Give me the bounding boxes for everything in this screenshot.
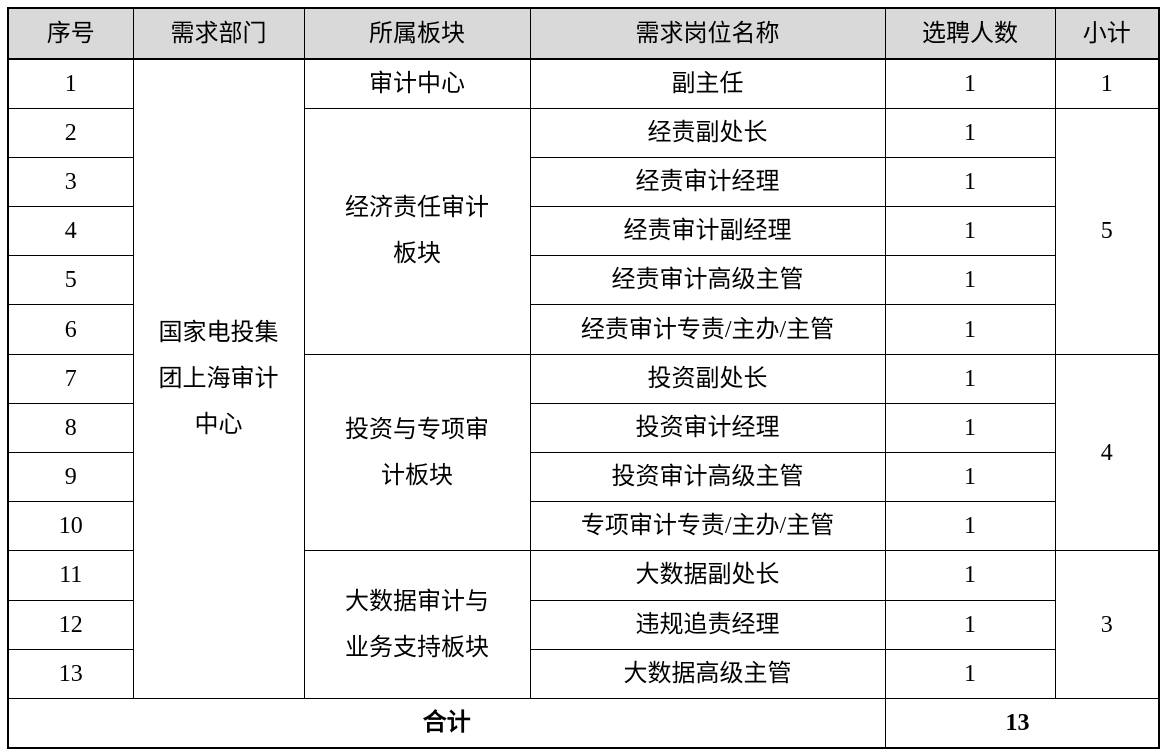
text-line: 大数据审计与	[345, 588, 489, 615]
section-cell: 审计中心	[303, 58, 531, 109]
table-row: 10 专项审计专责/主办/主管 1	[7, 501, 1159, 552]
department-cell: 国家电投集团上海审计中心	[132, 58, 305, 699]
text-line: 投资与专项审	[345, 416, 489, 443]
count-cell: 1	[884, 501, 1056, 552]
row-number: 7	[7, 353, 134, 404]
position-cell: 大数据副处长	[529, 550, 886, 601]
row-number: 5	[7, 255, 134, 306]
position-cell: 经责副处长	[529, 107, 886, 158]
count-cell: 1	[884, 304, 1056, 355]
table-row: 4 经责审计副经理 1	[7, 206, 1159, 257]
section-cell: 投资与专项审 计板块	[303, 353, 531, 552]
text-line: 计板块	[381, 462, 453, 489]
count-cell: 1	[884, 255, 1056, 306]
text-line: 国家电投集	[158, 319, 279, 346]
row-number: 10	[7, 501, 134, 552]
header-section: 所属板块	[303, 7, 531, 60]
header-subtotal: 小计	[1054, 7, 1160, 60]
text-line: 业务支持板块	[345, 634, 489, 661]
count-cell: 1	[884, 402, 1056, 454]
count-cell: 1	[884, 58, 1056, 109]
table-row: 5 经责审计高级主管 1	[7, 255, 1159, 306]
position-cell: 经责审计经理	[529, 156, 886, 208]
header-no: 序号	[7, 7, 134, 60]
total-label: 合计	[7, 697, 886, 749]
subtotal-cell: 1	[1054, 58, 1160, 109]
table-row: 1 国家电投集 团上海审计 中心 审计中心 副主任 1 1	[7, 58, 1160, 699]
total-value: 13	[884, 697, 1160, 749]
subtotal-cell: 5	[1054, 107, 1160, 355]
count-cell: 1	[884, 206, 1056, 257]
count-cell: 1	[884, 599, 1056, 650]
section-cell: 大数据审计与 业务支持板块	[303, 550, 531, 699]
position-cell: 经责审计专责/主办/主管	[529, 304, 886, 355]
section-cell: 经济责任审计 板块	[303, 107, 531, 355]
table-row: 8 投资审计经理 1	[7, 402, 1159, 454]
text-line: 中心	[194, 411, 243, 438]
row-number: 4	[7, 206, 134, 257]
subtotal-cell: 3	[1054, 550, 1160, 699]
text-line: 审计中心	[369, 70, 465, 97]
position-cell: 大数据高级主管	[529, 648, 886, 699]
row-number: 11	[7, 550, 134, 601]
table-row: 2 经济责任审计 板块 经责副处长 1 5	[7, 107, 1160, 355]
table-row: 9 投资审计高级主管 1	[7, 451, 1159, 503]
row-number: 2	[7, 107, 134, 158]
row-number: 13	[7, 648, 134, 699]
position-cell: 专项审计专责/主办/主管	[529, 501, 886, 552]
total-row: 合计 13	[7, 697, 1160, 749]
row-number: 3	[7, 156, 134, 208]
position-cell: 投资审计高级主管	[529, 451, 886, 503]
count-cell: 1	[884, 648, 1056, 699]
row-number: 9	[7, 451, 134, 503]
table-row: 12 违规追责经理 1	[7, 599, 1159, 650]
table-row: 6 经责审计专责/主办/主管 1	[7, 304, 1159, 355]
text-line: 团上海审计	[158, 365, 279, 392]
row-number: 12	[7, 599, 134, 650]
text-line: 经济责任审计	[345, 195, 489, 222]
position-cell: 投资副处长	[529, 353, 886, 404]
subtotal-cell: 4	[1054, 353, 1160, 552]
count-cell: 1	[884, 451, 1056, 503]
position-cell: 投资审计经理	[529, 402, 886, 454]
header-row: 序号 需求部门 所属板块 需求岗位名称 选聘人数 小计	[7, 7, 1160, 60]
text-line: 板块	[393, 241, 441, 268]
count-cell: 1	[884, 156, 1056, 208]
position-cell: 经责审计副经理	[529, 206, 886, 257]
header-department: 需求部门	[132, 7, 305, 60]
count-cell: 1	[884, 550, 1056, 601]
row-number: 1	[7, 58, 134, 109]
position-cell: 经责审计高级主管	[529, 255, 886, 306]
position-cell: 违规追责经理	[529, 599, 886, 650]
count-cell: 1	[884, 107, 1056, 158]
count-cell: 1	[884, 353, 1056, 404]
row-number: 6	[7, 304, 134, 355]
recruitment-table: 序号 需求部门 所属板块 需求岗位名称 选聘人数 小计 1 国家电投集 团上海审计中…	[7, 7, 1160, 749]
header-position: 需求岗位名称	[529, 7, 886, 60]
row-number: 8	[7, 402, 134, 454]
table-row: 3 经责审计经理 1	[7, 156, 1159, 208]
position-cell: 副主任	[529, 58, 886, 109]
header-count: 选聘人数	[884, 7, 1056, 60]
